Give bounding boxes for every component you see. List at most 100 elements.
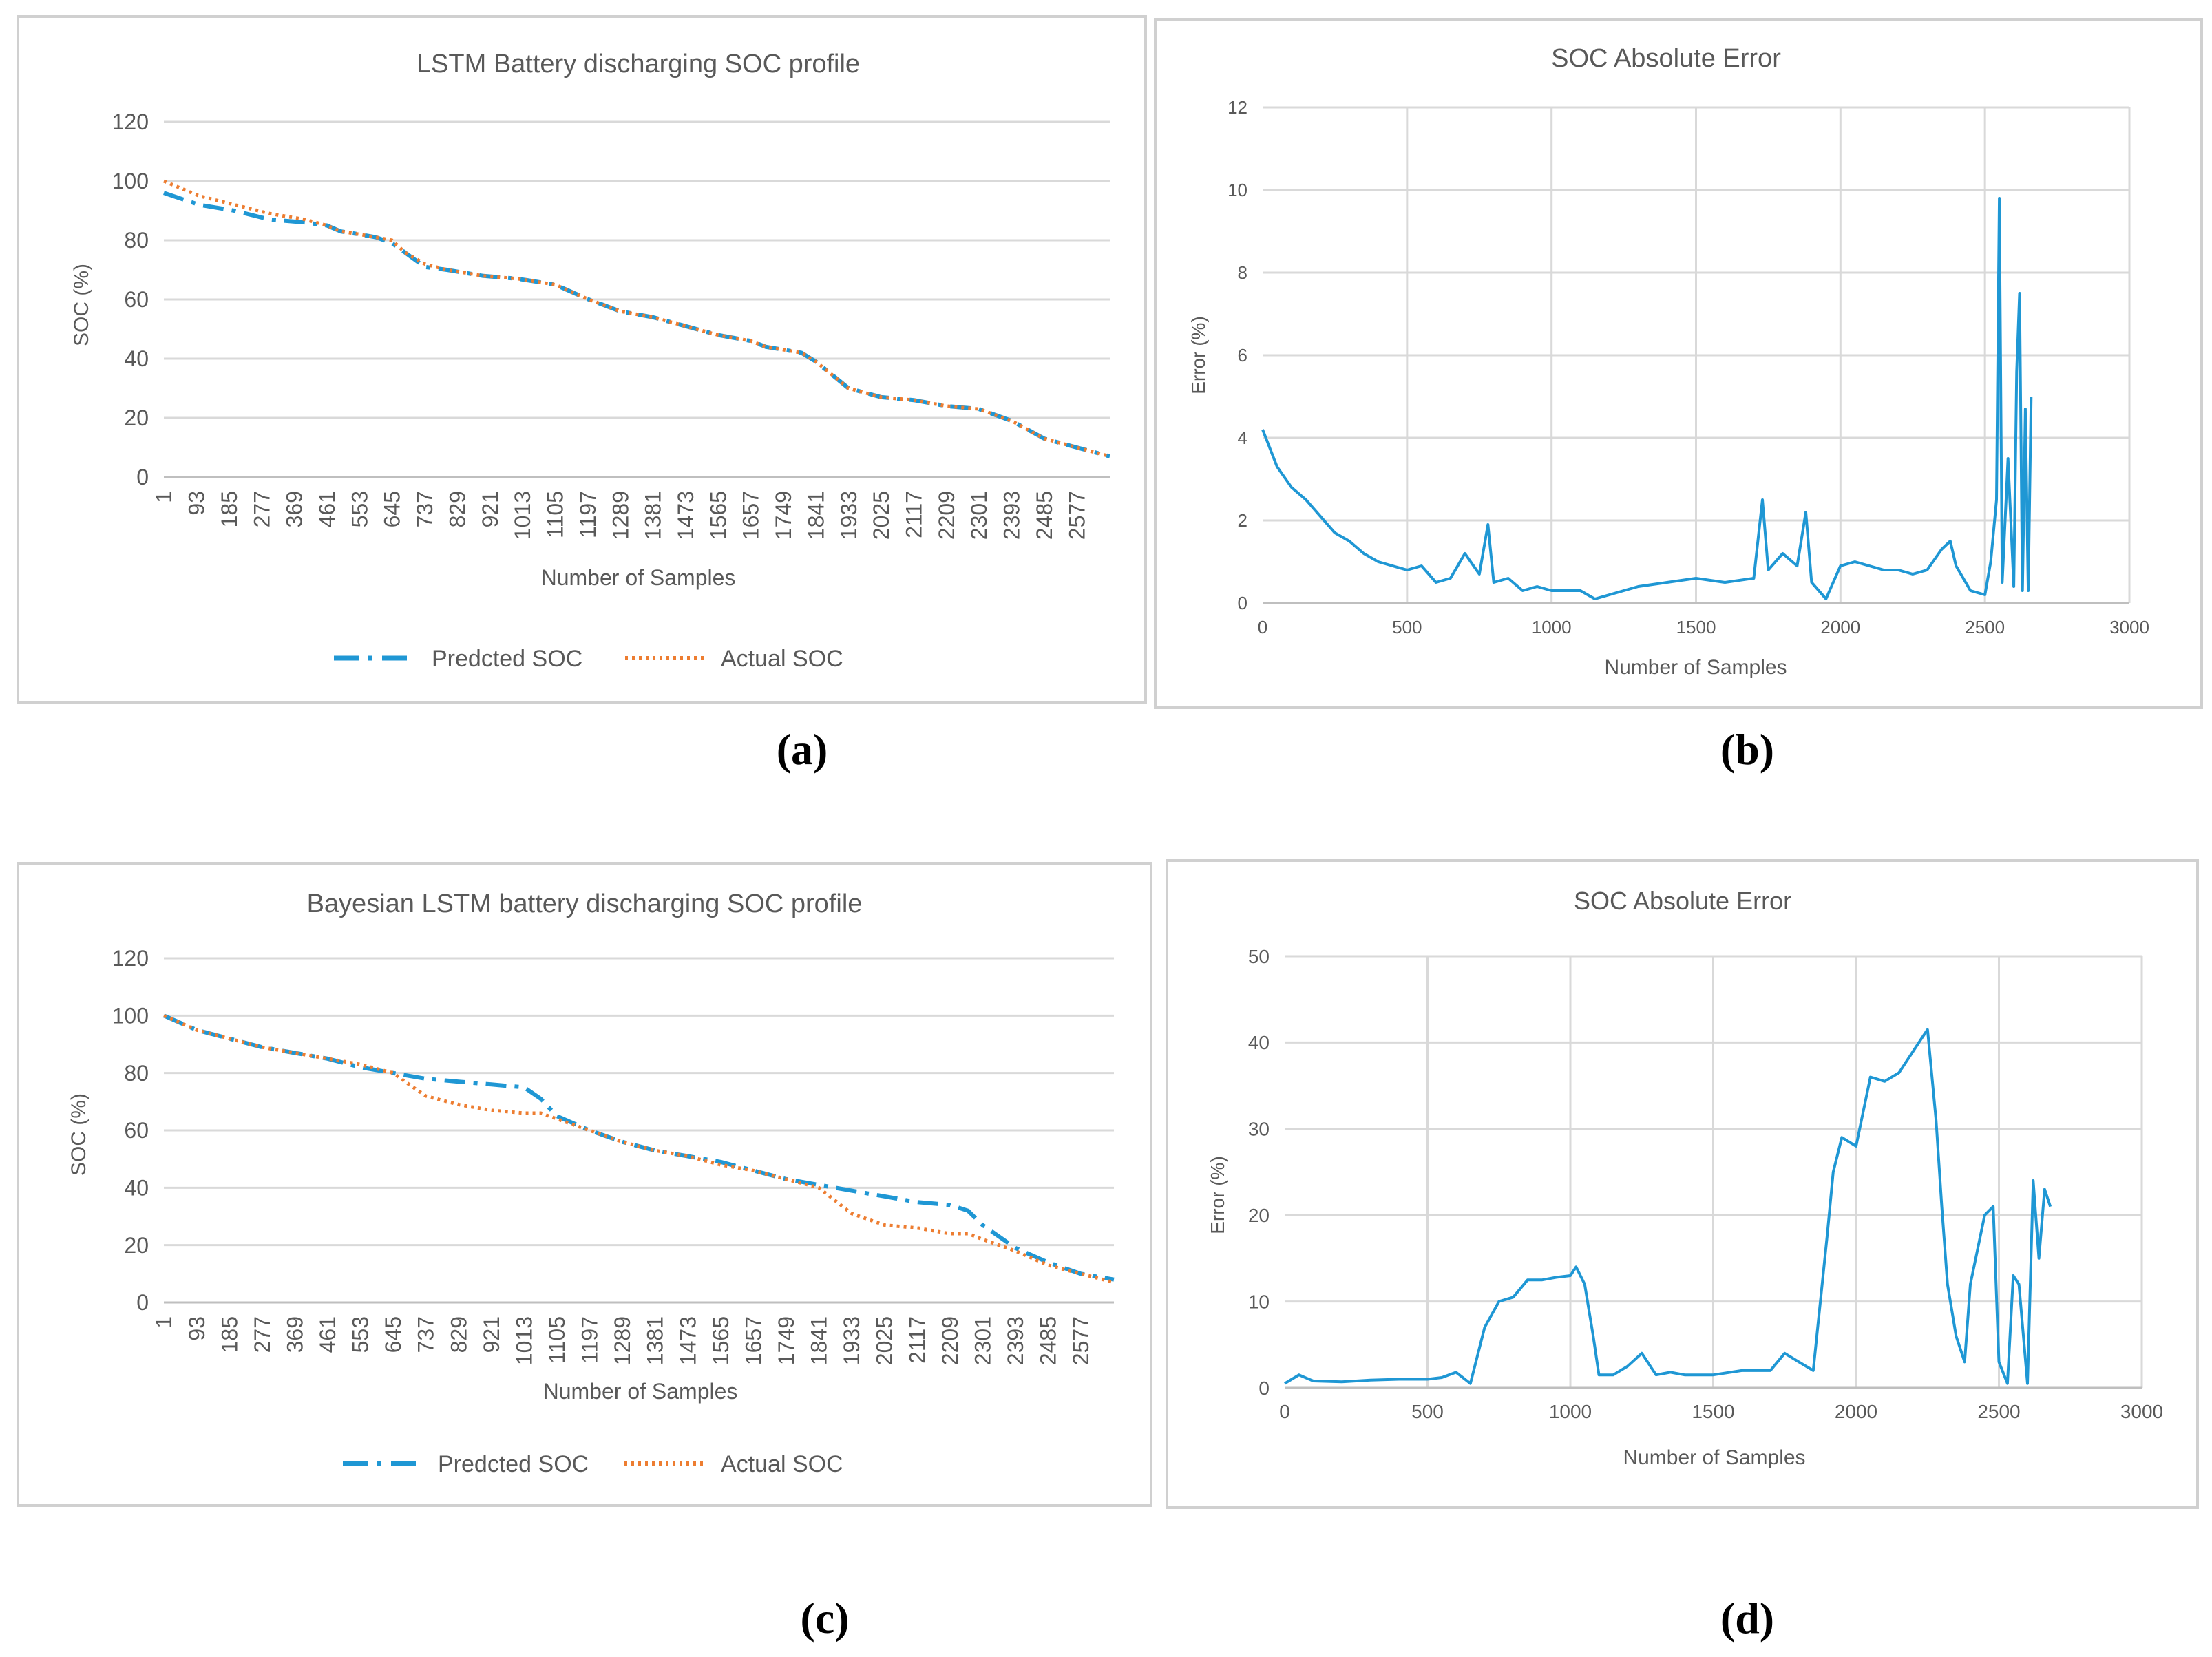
- y-tick-label: 100: [112, 1004, 149, 1028]
- x-tick-label: 277: [249, 491, 274, 527]
- x-tick-label: 461: [315, 1316, 340, 1353]
- chart-c-frame: [17, 862, 1152, 1507]
- x-tick-label: 1473: [673, 491, 698, 540]
- x-tick-label: 2500: [1977, 1401, 2020, 1422]
- x-tick-label: 829: [446, 1316, 471, 1353]
- x-tick-label: 2485: [1032, 491, 1057, 540]
- chart-c-xlabel: Number of Samples: [543, 1379, 738, 1404]
- x-tick-label: 1749: [774, 1316, 799, 1365]
- x-tick-label: 1197: [578, 1316, 602, 1364]
- chart-d-ylabel: Error (%): [1207, 1156, 1228, 1234]
- series-line-actual-soc: [162, 1014, 1115, 1285]
- chart-c-plot: 0 20 40 60 80 100 120 1 93 185 277 369 461 553 645 737 8…: [112, 946, 1115, 1365]
- x-tick-label: 1197: [576, 491, 600, 538]
- x-tick-label: 1657: [739, 491, 763, 540]
- y-tick-label: 120: [112, 946, 149, 971]
- x-tick-label: 1013: [512, 1316, 536, 1365]
- x-tick-label: 3000: [2109, 617, 2149, 637]
- x-tick-label: 500: [1392, 617, 1422, 637]
- x-tick-label: 185: [217, 491, 242, 527]
- y-tick-label: 4: [1238, 428, 1247, 448]
- x-tick-label: 921: [478, 491, 503, 527]
- chart-a: LSTM Battery discharging SOC profile 0 20…: [17, 15, 1147, 704]
- x-tick-label: 553: [348, 1316, 373, 1353]
- x-tick-label: 2500: [1965, 617, 2005, 637]
- y-tick-label: 0: [1238, 593, 1247, 613]
- x-tick-label: 1841: [803, 491, 828, 540]
- x-tick-label: 921: [479, 1316, 504, 1353]
- x-tick-label: 2577: [1064, 491, 1089, 540]
- y-tick-label: 40: [124, 1176, 149, 1201]
- y-tick-label: 2: [1238, 510, 1247, 531]
- panel-label-a: (a): [777, 725, 828, 774]
- y-tick-label: 8: [1238, 262, 1247, 283]
- x-tick-label: 2000: [1835, 1401, 1877, 1422]
- chart-a-xlabel: Number of Samples: [541, 565, 736, 590]
- chart-b-title: SOC Absolute Error: [1551, 44, 1781, 73]
- x-tick-label: 369: [282, 491, 307, 527]
- y-tick-label: 0: [136, 1290, 149, 1315]
- x-tick-label: 369: [282, 1316, 307, 1353]
- chart-b: SOC Absolute Error 0 2 4 6 8 10 12 0 500 1000 1500…: [1154, 18, 2203, 709]
- x-tick-label: 1841: [807, 1316, 832, 1365]
- series-line-actual-soc: [163, 179, 1110, 458]
- y-tick-label: 100: [112, 169, 149, 193]
- x-tick-label: 2577: [1068, 1316, 1093, 1365]
- y-tick-label: 30: [1248, 1119, 1270, 1140]
- x-tick-label: 2117: [902, 491, 927, 538]
- x-tick-label: 1500: [1676, 617, 1716, 637]
- x-tick-label: 1381: [643, 1316, 668, 1365]
- y-tick-label: 20: [1248, 1205, 1270, 1226]
- x-tick-label: 1289: [610, 1316, 635, 1365]
- x-tick-label: 1105: [543, 491, 568, 538]
- x-tick-label: 0: [1258, 617, 1267, 637]
- x-tick-label: 2025: [872, 1316, 897, 1365]
- chart-d-xlabel: Number of Samples: [1623, 1446, 1805, 1469]
- x-tick-label: 1: [151, 491, 176, 503]
- chart-c-title: Bayesian LSTM battery discharging SOC pr…: [307, 889, 863, 918]
- x-tick-label: 1000: [1532, 617, 1572, 637]
- x-tick-label: 1749: [771, 491, 796, 540]
- legend-label-actual: Actual SOC: [721, 646, 843, 672]
- y-tick-label: 0: [1258, 1378, 1270, 1399]
- x-tick-label: 1473: [675, 1316, 700, 1365]
- x-tick-label: 461: [315, 491, 339, 527]
- y-tick-label: 50: [1248, 946, 1270, 967]
- y-tick-label: 40: [124, 346, 149, 371]
- y-tick-label: 0: [136, 465, 149, 489]
- chart-a-title: LSTM Battery discharging SOC profile: [417, 50, 860, 78]
- panel-label-d: (d): [1720, 1594, 1774, 1643]
- x-tick-label: 645: [380, 491, 405, 527]
- chart-a-ylabel: SOC (%): [70, 264, 93, 346]
- chart-b-plot: 0 2 4 6 8 10 12 0 500 1000 1500 2000 2500 3000: [1228, 97, 2149, 637]
- x-tick-label: 2000: [1820, 617, 1860, 637]
- x-tick-label: 1289: [608, 491, 633, 540]
- x-tick-label: 93: [185, 1316, 209, 1341]
- x-tick-label: 1933: [836, 491, 861, 540]
- x-tick-label: 1933: [839, 1316, 864, 1365]
- error-series-line: [1261, 197, 2033, 600]
- x-tick-label: 645: [381, 1316, 405, 1353]
- y-tick-label: 20: [124, 1233, 149, 1258]
- legend-label-predicted: Predcted SOC: [438, 1451, 589, 1477]
- x-tick-label: 1000: [1549, 1401, 1592, 1422]
- x-tick-label: 1105: [545, 1316, 569, 1364]
- y-tick-label: 80: [124, 1061, 149, 1086]
- y-tick-label: 80: [124, 228, 149, 253]
- chart-a-legend: Predcted SOC Actual SOC: [334, 646, 843, 672]
- x-tick-label: 277: [250, 1316, 275, 1353]
- x-tick-label: 829: [445, 491, 470, 527]
- y-tick-label: 20: [124, 405, 149, 430]
- x-tick-label: 1: [151, 1316, 176, 1329]
- x-tick-label: 1500: [1692, 1401, 1734, 1422]
- y-tick-label: 12: [1228, 97, 1247, 118]
- chart-c: Bayesian LSTM battery discharging SOC pr…: [17, 862, 1152, 1507]
- chart-b-xlabel: Number of Samples: [1604, 656, 1787, 679]
- legend-label-actual: Actual SOC: [721, 1451, 843, 1477]
- x-tick-label: 1381: [641, 491, 666, 540]
- y-tick-label: 60: [124, 287, 149, 312]
- x-tick-label: 2209: [934, 491, 959, 540]
